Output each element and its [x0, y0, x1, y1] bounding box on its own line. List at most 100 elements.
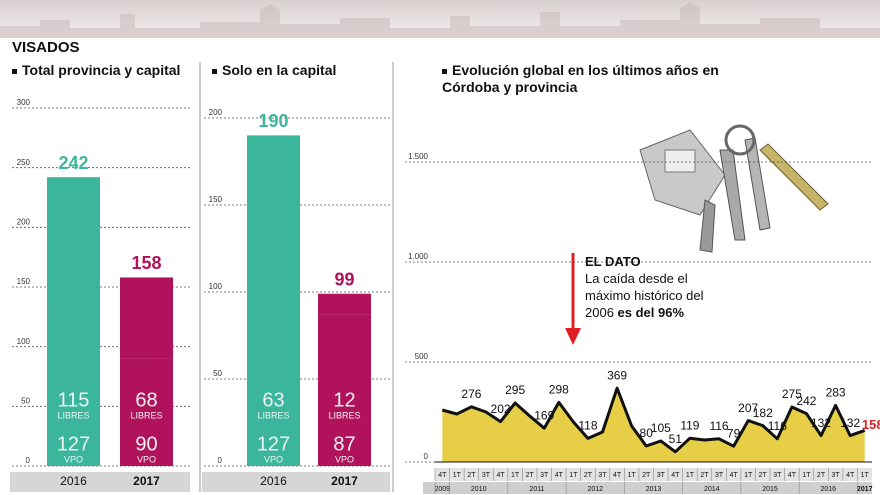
value-label: 275 — [782, 387, 802, 401]
category-band — [10, 472, 190, 492]
x-tick-label: 4T — [730, 472, 739, 479]
bar-segment — [120, 277, 173, 359]
bar-segment — [318, 293, 371, 315]
bar-segment — [318, 314, 371, 466]
x-tick-label: 3T — [715, 472, 724, 479]
value-label: 169 — [534, 408, 554, 422]
x-tick-label: 3T — [831, 472, 840, 479]
year-label: 2009 — [434, 486, 450, 493]
x-tick-label: 2T — [700, 472, 709, 479]
x-tick-label: 2T — [467, 472, 476, 479]
y-tick-label: 50 — [213, 369, 222, 378]
total-label: 242 — [58, 153, 88, 173]
y-tick-label: 0 — [26, 456, 31, 465]
year-label: 2014 — [704, 486, 720, 493]
y-tick-label: 150 — [209, 195, 223, 204]
x-tick-label: 4T — [613, 472, 622, 479]
value-label: 283 — [826, 386, 846, 400]
x-tick-label: 3T — [598, 472, 607, 479]
y-tick-label: 1.000 — [408, 252, 429, 261]
segment-label: 12 — [333, 389, 355, 411]
value-label: 119 — [680, 418, 699, 432]
value-label: 202 — [491, 402, 511, 416]
value-label: 369 — [607, 368, 627, 382]
y-tick-label: 200 — [209, 108, 223, 117]
category-band — [202, 472, 390, 492]
year-label: 2010 — [471, 486, 487, 493]
value-label: 132 — [811, 416, 831, 430]
y-tick-label: 0 — [218, 456, 223, 465]
x-tick-label: 2T — [817, 472, 826, 479]
x-tick-label: 2017 — [331, 474, 358, 488]
x-tick-label: 1T — [453, 472, 462, 479]
value-label: 79 — [727, 426, 741, 440]
x-tick-label: 2T — [759, 472, 768, 479]
annotation-text: La caída desde el máximo histórico del 2… — [585, 271, 704, 320]
value-label: 276 — [461, 387, 481, 401]
x-tick-label: 1T — [861, 472, 870, 479]
segment-name: LIBRES — [57, 410, 89, 420]
year-label: 2011 — [529, 486, 544, 493]
x-tick-label: 1T — [686, 472, 695, 479]
value-label: 116 — [709, 419, 728, 433]
segment-name: LIBRES — [130, 410, 162, 420]
x-tick-label: 2016 — [60, 474, 87, 488]
segment-label: 68 — [135, 389, 157, 411]
year-band — [423, 482, 872, 494]
x-tick-label: 4T — [846, 472, 855, 479]
year-label: 2016 — [821, 486, 837, 493]
bar-segment — [247, 245, 300, 466]
value-label: 295 — [505, 383, 525, 397]
y-tick-label: 300 — [17, 98, 31, 107]
segment-name: VPO — [64, 454, 83, 464]
x-tick-label: 3T — [657, 472, 666, 479]
total-label: 99 — [334, 269, 354, 289]
chart-title: Evolución global en los últimos años en … — [442, 62, 772, 96]
chart-title: Total provincia y capital — [12, 62, 197, 79]
segment-name: VPO — [137, 454, 156, 464]
segment-name: LIBRES — [328, 410, 360, 420]
total-label: 190 — [258, 111, 288, 131]
y-tick-label: 250 — [17, 158, 31, 167]
x-tick-label: 2T — [584, 472, 593, 479]
year-label: 2015 — [762, 486, 778, 493]
segment-label: 127 — [257, 433, 290, 455]
bar-segment — [47, 314, 100, 466]
y-tick-label: 150 — [17, 277, 31, 286]
segment-label: 127 — [57, 433, 90, 455]
x-tick-label: 2016 — [260, 474, 287, 488]
x-tick-label: 4T — [671, 472, 680, 479]
segment-label: 90 — [135, 433, 157, 455]
y-tick-label: 100 — [17, 337, 31, 346]
x-tick-label: 4T — [496, 472, 505, 479]
x-tick-label: 3T — [540, 472, 549, 479]
segment-name: VPO — [264, 454, 283, 464]
segment-label: 87 — [333, 433, 355, 455]
chart-title: Solo en la capital — [212, 62, 392, 79]
skyline — [0, 2, 880, 38]
year-label: 2013 — [646, 486, 662, 493]
y-tick-label: 0 — [424, 452, 429, 461]
segment-label: 63 — [262, 389, 284, 411]
bar-segment — [47, 177, 100, 315]
x-tick-label: 2017 — [133, 474, 160, 488]
segment-label: 115 — [58, 389, 90, 411]
area — [442, 388, 865, 462]
segment-name: LIBRES — [257, 410, 289, 420]
annotation-title: EL DATO — [585, 254, 641, 269]
line — [441, 386, 866, 454]
value-label: 158 — [862, 417, 880, 432]
value-label: 298 — [549, 383, 569, 397]
x-tick-label: 4T — [788, 472, 797, 479]
value-label: 132 — [840, 416, 860, 430]
y-tick-label: 50 — [21, 396, 30, 405]
year-label: 2017 — [857, 486, 873, 493]
bar-segment — [120, 358, 173, 466]
x-tick-label: 3T — [482, 472, 491, 479]
x-tick-label: 1T — [802, 472, 811, 479]
value-label: 182 — [753, 406, 773, 420]
x-tick-label: 1T — [511, 472, 520, 479]
value-label: 242 — [796, 394, 816, 408]
